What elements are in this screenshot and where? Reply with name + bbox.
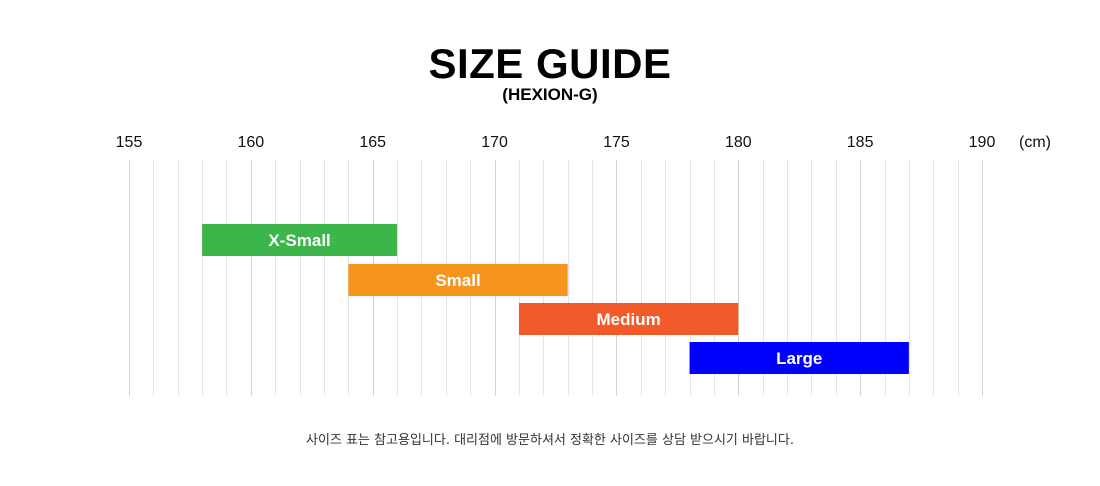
footnote: 사이즈 표는 참고용입니다. 대리점에 방문하셔서 정확한 사이즈를 상담 받으… <box>306 433 794 448</box>
x-axis-unit-label: (cm) <box>1019 134 1051 151</box>
grid-lines <box>129 160 983 396</box>
size-bar-small <box>348 264 568 296</box>
chart-title: SIZE GUIDE <box>428 40 672 87</box>
size-bar-label: Small <box>435 271 480 290</box>
size-bar-x-small <box>202 224 398 256</box>
size-bar-label: Medium <box>596 310 660 329</box>
x-tick-label: 155 <box>116 134 143 151</box>
x-tick-label: 190 <box>969 134 996 151</box>
x-tick-label: 180 <box>725 134 752 151</box>
size-bars: X-Small Small Medium Large <box>202 224 909 374</box>
size-bar-large <box>689 342 909 374</box>
size-bar-medium <box>518 303 739 335</box>
size-bar-label: Large <box>776 349 822 368</box>
x-axis-tick-labels: 155 160 165 170 175 180 185 190 <box>116 134 996 151</box>
x-tick-label: 160 <box>238 134 265 151</box>
x-tick-label: 175 <box>603 134 630 151</box>
chart-subtitle: (HEXION-G) <box>502 85 598 104</box>
size-bar-label: X-Small <box>268 231 330 250</box>
x-tick-label: 185 <box>847 134 874 151</box>
x-tick-label: 170 <box>481 134 508 151</box>
x-tick-label: 165 <box>359 134 386 151</box>
